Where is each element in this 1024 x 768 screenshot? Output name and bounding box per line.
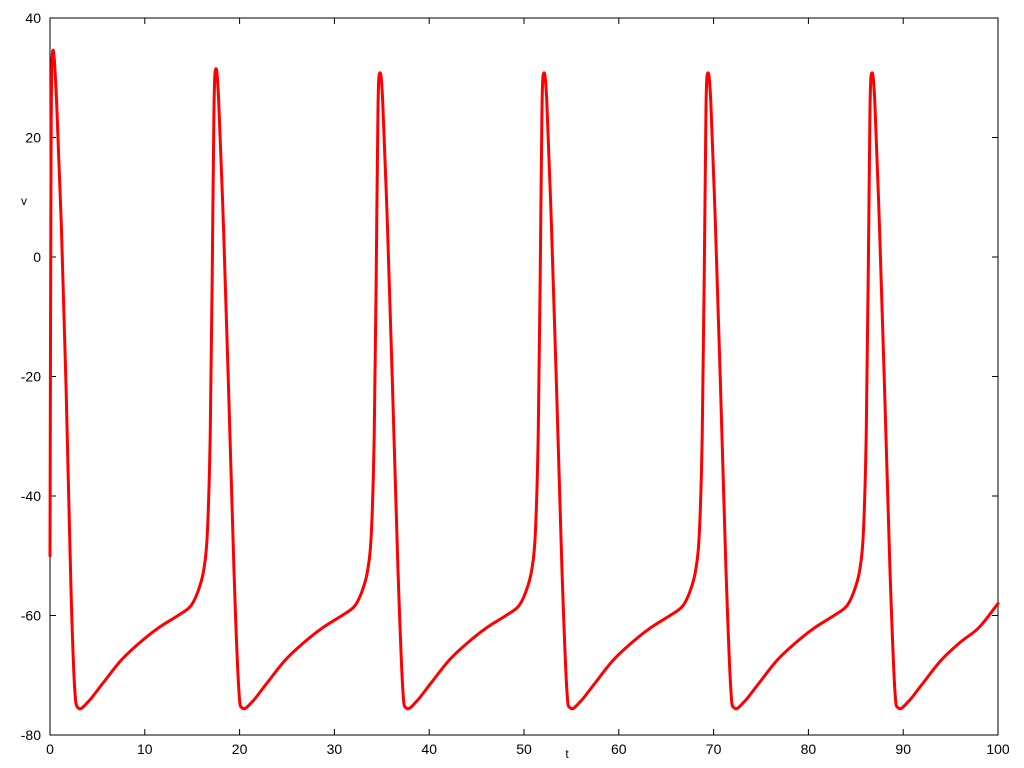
y-tick-label: 20 — [25, 130, 41, 146]
x-tick-label: 20 — [232, 741, 248, 757]
x-tick-label: 100 — [986, 741, 1010, 757]
y-tick-label: -40 — [21, 488, 41, 504]
y-tick-label: 40 — [25, 10, 41, 26]
x-tick-label: 30 — [327, 741, 343, 757]
x-tick-label: 40 — [421, 741, 437, 757]
x-tick-label: 90 — [895, 741, 911, 757]
y-tick-label: -20 — [21, 369, 41, 385]
x-axis-ticks: 0 10 20 30 40 50 60 70 80 90 100 — [46, 18, 1010, 757]
y-tick-label: -80 — [21, 727, 41, 743]
x-tick-label: 0 — [46, 741, 54, 757]
x-axis-label: t — [565, 747, 569, 761]
y-tick-label: 0 — [33, 249, 41, 265]
x-tick-label: 60 — [611, 741, 627, 757]
x-tick-label: 50 — [516, 741, 532, 757]
series-line — [48, 48, 1000, 711]
x-tick-label: 80 — [801, 741, 817, 757]
y-tick-label: -60 — [21, 608, 41, 624]
y-axis-ticks: -80 -60 -40 -20 0 20 40 — [21, 10, 998, 743]
x-tick-label: 10 — [137, 741, 153, 757]
plot-frame — [49, 17, 999, 736]
x-tick-label: 70 — [706, 741, 722, 757]
y-axis-label: v — [21, 194, 27, 208]
